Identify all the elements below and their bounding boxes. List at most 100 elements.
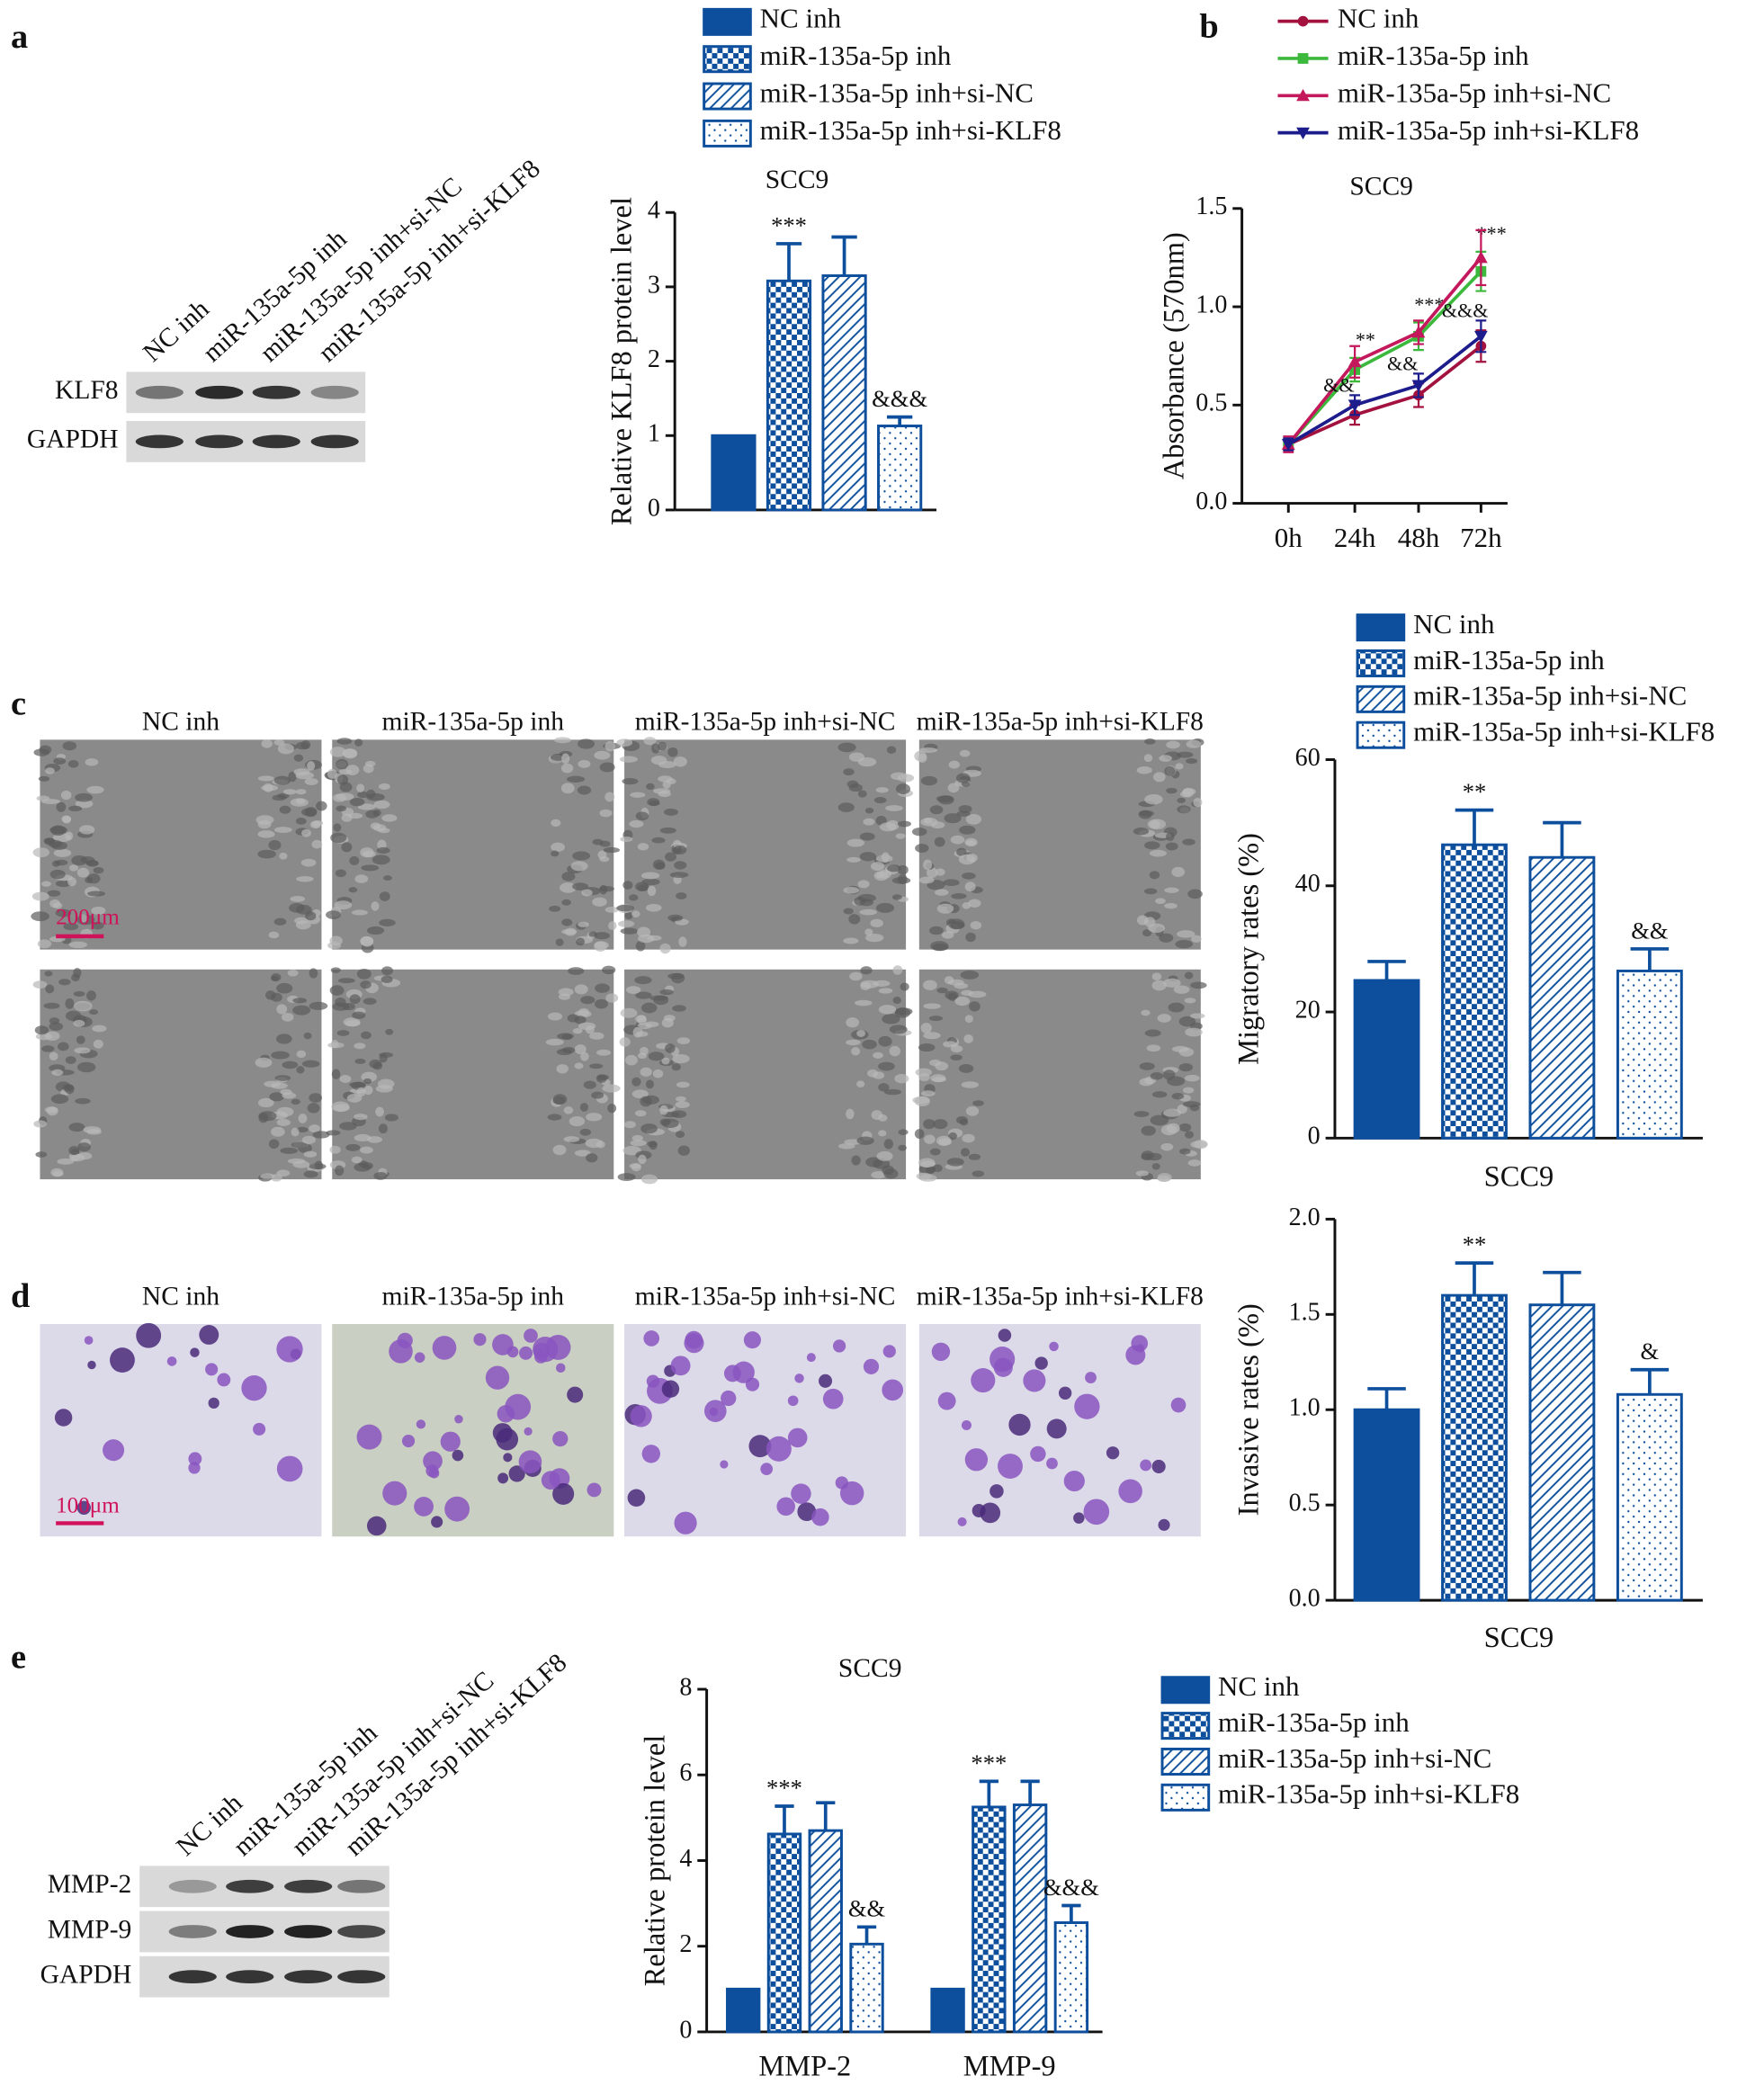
cell (918, 1073, 930, 1082)
cell (811, 1508, 829, 1526)
cell (1034, 1356, 1048, 1370)
blot-band (252, 434, 300, 449)
cell (361, 864, 380, 872)
cell (556, 1048, 573, 1056)
cell (49, 869, 66, 880)
cell (60, 790, 72, 801)
cell (76, 1500, 91, 1515)
bar (972, 1805, 1007, 2034)
cell (964, 881, 976, 892)
row-label: GAPDH (40, 1960, 132, 1989)
cell (1148, 923, 1166, 934)
cell (279, 805, 291, 814)
blot-band (226, 1879, 274, 1893)
cell (819, 1374, 833, 1388)
cell (381, 966, 394, 976)
y-tick-label: 0.5 (1289, 1490, 1321, 1517)
image-label: miR-135a-5p inh+si-KLF8 (917, 1283, 1204, 1311)
cell (843, 937, 859, 944)
cell (32, 847, 50, 858)
cell (330, 832, 347, 844)
cell (661, 1118, 679, 1129)
y-tick-label: 0 (648, 494, 660, 522)
cell (599, 762, 615, 773)
cell (1136, 1344, 1145, 1353)
cell (329, 747, 346, 757)
cell (608, 921, 617, 931)
cell (964, 1015, 973, 1024)
cell (38, 775, 50, 782)
cell (594, 941, 609, 950)
cell (629, 894, 639, 901)
cell (883, 1088, 902, 1096)
cell (889, 1025, 908, 1034)
cell (578, 738, 595, 749)
cell (862, 1039, 877, 1050)
cell (1153, 772, 1166, 783)
cell (980, 1502, 1001, 1524)
cell (748, 1435, 772, 1458)
cell (661, 1057, 670, 1065)
cell (892, 965, 903, 975)
significance: *** (1414, 293, 1444, 316)
cell (505, 1393, 532, 1420)
cell (572, 882, 589, 890)
cell (843, 887, 860, 894)
cell (1166, 787, 1177, 794)
cell (921, 1090, 936, 1096)
cell (1151, 1459, 1166, 1474)
cell (40, 881, 51, 887)
image-label: NC inh (142, 707, 219, 736)
cell (851, 1047, 861, 1056)
cell (1158, 1518, 1170, 1531)
cell (379, 891, 390, 901)
cell (617, 1173, 636, 1181)
error-bar (816, 1801, 836, 1831)
cell (65, 998, 75, 1009)
cell (787, 1395, 799, 1407)
cell (309, 1001, 328, 1011)
blot-band (310, 434, 359, 449)
legend-swatch (1160, 1783, 1211, 1812)
cell (915, 843, 929, 853)
cell (875, 902, 895, 913)
cell (268, 1139, 280, 1150)
significance: && (1323, 374, 1354, 397)
cell (307, 761, 316, 771)
cell (440, 1431, 461, 1452)
cell (560, 882, 577, 893)
cell (647, 798, 660, 807)
point (1281, 439, 1295, 452)
cell (68, 1123, 85, 1132)
cell (900, 982, 909, 991)
image-label: miR-135a-5p inh (382, 707, 565, 736)
cell (648, 1051, 665, 1061)
cell (280, 1147, 299, 1154)
cell (1146, 1152, 1162, 1161)
cell (257, 819, 272, 829)
cell (882, 1014, 900, 1025)
cell (31, 911, 49, 922)
cell (1083, 1499, 1110, 1526)
cell (578, 1007, 589, 1016)
image-label: miR-135a-5p inh (382, 1283, 565, 1311)
cell (1177, 751, 1194, 758)
cell (942, 931, 954, 939)
cell (1151, 1091, 1168, 1098)
row-label: GAPDH (27, 425, 119, 454)
cell (336, 758, 349, 770)
cell (274, 1075, 291, 1081)
cell (929, 1059, 942, 1067)
cell (62, 741, 77, 751)
cell (354, 1042, 366, 1050)
cell (301, 1060, 320, 1068)
significance: &&& (1043, 1874, 1099, 1901)
cell (720, 1460, 729, 1469)
cell (955, 773, 971, 783)
cell (591, 1091, 604, 1099)
cell (637, 843, 649, 851)
cell (923, 1003, 941, 1009)
bar (711, 434, 757, 512)
cell (581, 889, 593, 897)
cell (947, 918, 965, 930)
